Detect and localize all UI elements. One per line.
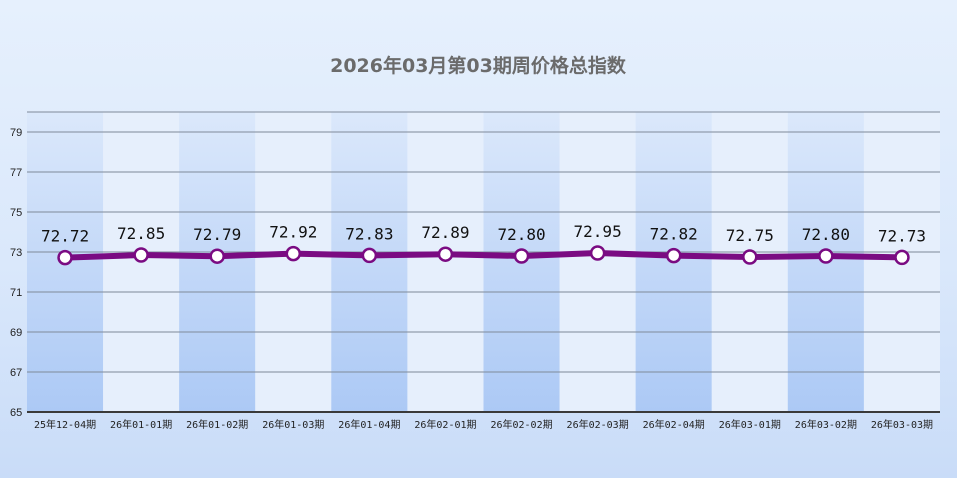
data-point xyxy=(818,248,834,264)
x-tick-label: 26年02-04期 xyxy=(643,418,705,431)
data-label: 72.83 xyxy=(345,224,393,243)
x-tick-label: 26年01-02期 xyxy=(186,418,248,431)
data-point xyxy=(589,245,606,261)
y-tick-label: 69 xyxy=(10,327,22,339)
y-tick-label: 73 xyxy=(10,247,22,259)
data-label: 72.79 xyxy=(193,225,241,244)
category-band xyxy=(255,112,332,412)
data-label: 72.89 xyxy=(421,223,469,242)
data-point xyxy=(209,248,225,264)
x-tick-label: 26年02-03期 xyxy=(567,418,629,431)
x-tick-label: 25年12-04期 xyxy=(34,418,96,431)
y-tick-label: 79 xyxy=(10,127,22,139)
data-point xyxy=(57,249,73,266)
data-label: 72.80 xyxy=(802,225,850,244)
x-tick-label: 26年02-02期 xyxy=(490,418,552,431)
x-axis-ticks: 25年12-04期 26年01-01期 26年01-02期 26年01-03期 26年0… xyxy=(34,418,933,431)
data-label: 72.72 xyxy=(41,227,89,246)
category-band xyxy=(407,112,484,412)
data-label: 72.95 xyxy=(574,222,622,241)
x-tick-label: 26年01-03期 xyxy=(262,418,324,431)
y-tick-label: 65 xyxy=(10,407,22,419)
data-label: 72.85 xyxy=(117,224,165,243)
x-tick-label: 26年01-01期 xyxy=(110,418,172,431)
data-label: 72.92 xyxy=(269,223,317,242)
data-label: 72.73 xyxy=(878,226,926,245)
x-tick-label: 26年03-03期 xyxy=(871,418,933,431)
x-tick-label: 26年03-01期 xyxy=(719,418,781,431)
y-tick-label: 77 xyxy=(10,167,22,179)
series-path xyxy=(62,250,905,261)
data-point xyxy=(742,249,758,265)
y-tick-label: 67 xyxy=(10,367,22,379)
x-tick-label: 26年03-02期 xyxy=(795,418,857,431)
chart-title: 2026年03月第03期周价格总指数 xyxy=(330,54,627,77)
data-labels: 72.72 72.85 72.79 72.92 72.83 72.89 72.80 72.95… xyxy=(41,222,926,246)
data-point xyxy=(361,247,378,264)
series-line xyxy=(62,250,905,261)
x-tick-label: 26年01-04期 xyxy=(338,418,400,431)
category-band xyxy=(559,112,636,412)
data-points xyxy=(57,245,910,266)
data-point xyxy=(665,247,682,264)
data-point xyxy=(894,249,910,266)
data-label: 72.82 xyxy=(650,225,698,244)
y-tick-label: 71 xyxy=(10,287,22,299)
data-point xyxy=(133,247,149,263)
gridlines xyxy=(27,111,940,413)
data-point xyxy=(513,248,530,264)
x-tick-label: 26年02-01期 xyxy=(414,418,476,431)
data-point xyxy=(437,246,454,262)
y-tick-label: 75 xyxy=(10,207,22,219)
data-label: 72.75 xyxy=(726,226,774,245)
data-point xyxy=(285,245,302,262)
category-bands xyxy=(27,112,940,412)
y-axis-ticks: 65 67 69 71 73 75 77 79 xyxy=(10,127,22,419)
data-label: 72.80 xyxy=(497,225,545,244)
